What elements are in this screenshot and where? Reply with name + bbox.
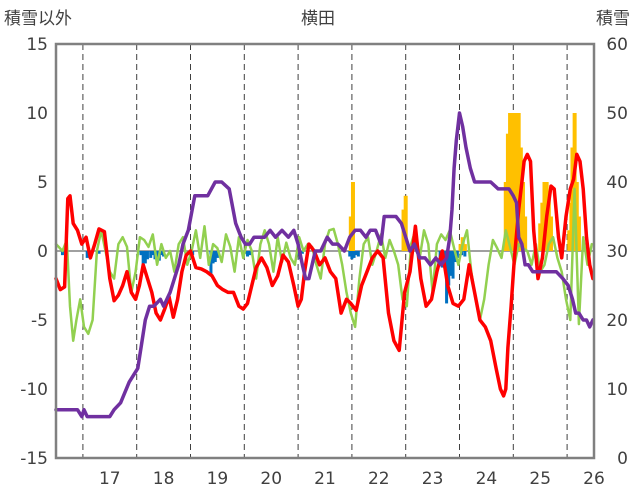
x-tick-label: 20 xyxy=(260,469,282,489)
snowfall-bar xyxy=(574,182,579,251)
x-tick-label: 23 xyxy=(422,469,444,489)
left-tick-label: -10 xyxy=(20,380,48,400)
snowfall-bar xyxy=(403,195,408,251)
precipitation-bar xyxy=(248,251,252,256)
snowfall-bar xyxy=(520,182,525,251)
snowfall-bar xyxy=(505,133,510,251)
right-tick-label: 10 xyxy=(606,380,628,400)
precipitation-bar xyxy=(141,251,145,265)
snowfall-bar xyxy=(523,216,528,251)
temperature-line xyxy=(54,152,595,398)
x-tick-label: 24 xyxy=(476,469,498,489)
snow-depth-line xyxy=(54,111,595,419)
snowfall-bar xyxy=(540,202,545,251)
snowfall-bar xyxy=(548,216,553,251)
precipitation-bar xyxy=(159,251,163,256)
precipitation-bar xyxy=(356,251,360,257)
precipitation-bar xyxy=(213,251,217,263)
x-tick-label: 26 xyxy=(583,469,605,489)
x-tick-label: 19 xyxy=(207,469,229,489)
precipitation-bar xyxy=(60,251,64,256)
x-tick-label: 25 xyxy=(529,469,551,489)
snowfall-bar xyxy=(570,147,575,251)
precipitation-bar xyxy=(463,251,467,257)
left-tick-label: -15 xyxy=(20,449,48,469)
precipitation-bar xyxy=(352,251,356,258)
snowfall-bar xyxy=(462,244,467,251)
left-tick-label: 15 xyxy=(26,35,48,55)
x-tick-label: 22 xyxy=(368,469,390,489)
snowfall-bar xyxy=(458,244,463,251)
snowfall-bar xyxy=(508,113,513,251)
snowfall-bar xyxy=(538,223,543,251)
precipitation-bar xyxy=(151,251,155,256)
right-tick-label: 40 xyxy=(606,173,628,193)
snowfall-bar xyxy=(567,230,572,251)
x-tick-label: 18 xyxy=(153,469,175,489)
right-axis-label: 積雪 xyxy=(596,9,630,29)
left-axis-label: 積雪以外 xyxy=(4,9,72,29)
right-tick-label: 50 xyxy=(606,104,628,124)
precipitation-bar xyxy=(350,251,354,260)
snowfall-bar xyxy=(546,195,551,251)
precipitation-bar xyxy=(300,251,304,254)
green-series-line xyxy=(54,187,594,342)
precipitation-bar xyxy=(209,251,213,275)
snowfall-bar xyxy=(572,113,577,251)
precipitation-bar xyxy=(97,251,101,254)
left-tick-label: -5 xyxy=(31,311,48,331)
precipitation-bar xyxy=(215,251,219,258)
precipitation-bar xyxy=(348,251,352,257)
x-tick-label: 21 xyxy=(314,469,336,489)
precipitation-bar xyxy=(296,251,300,256)
right-tick-label: 0 xyxy=(617,449,628,469)
chart-title: 横田 xyxy=(301,9,335,29)
precipitation-bar xyxy=(139,251,143,256)
precipitation-bar xyxy=(211,251,215,264)
left-tick-label: 0 xyxy=(37,242,48,262)
precipitation-bar xyxy=(143,251,147,264)
precipitation-bar xyxy=(246,251,250,257)
precipitation-bar xyxy=(155,251,159,258)
precipitation-bar xyxy=(145,251,149,260)
snowfall-bar xyxy=(516,113,521,251)
snowfall-bar xyxy=(510,113,515,251)
snowfall-bar xyxy=(503,182,508,251)
precipitation-bar xyxy=(85,251,89,258)
right-tick-label: 20 xyxy=(606,311,628,331)
right-tick-label: 60 xyxy=(606,35,628,55)
snowfall-bar xyxy=(512,113,517,251)
left-tick-label: 10 xyxy=(26,104,48,124)
snowfall-bar xyxy=(514,113,519,251)
series-lines xyxy=(54,111,595,419)
snowfall-bar xyxy=(542,182,547,251)
precipitation-bar xyxy=(451,251,455,279)
precipitation-bar xyxy=(455,251,459,258)
x-tick-label: 17 xyxy=(99,469,121,489)
precipitation-bar xyxy=(449,251,453,276)
snowfall-bar xyxy=(576,216,581,251)
right-tick-label: 30 xyxy=(606,242,628,262)
precipitation-bar xyxy=(149,251,153,258)
left-tick-label: 5 xyxy=(37,173,48,193)
precipitation-bar xyxy=(354,251,358,256)
plot-area xyxy=(54,42,596,460)
precipitation-bar xyxy=(447,251,451,286)
snowfall-bar xyxy=(350,182,355,251)
